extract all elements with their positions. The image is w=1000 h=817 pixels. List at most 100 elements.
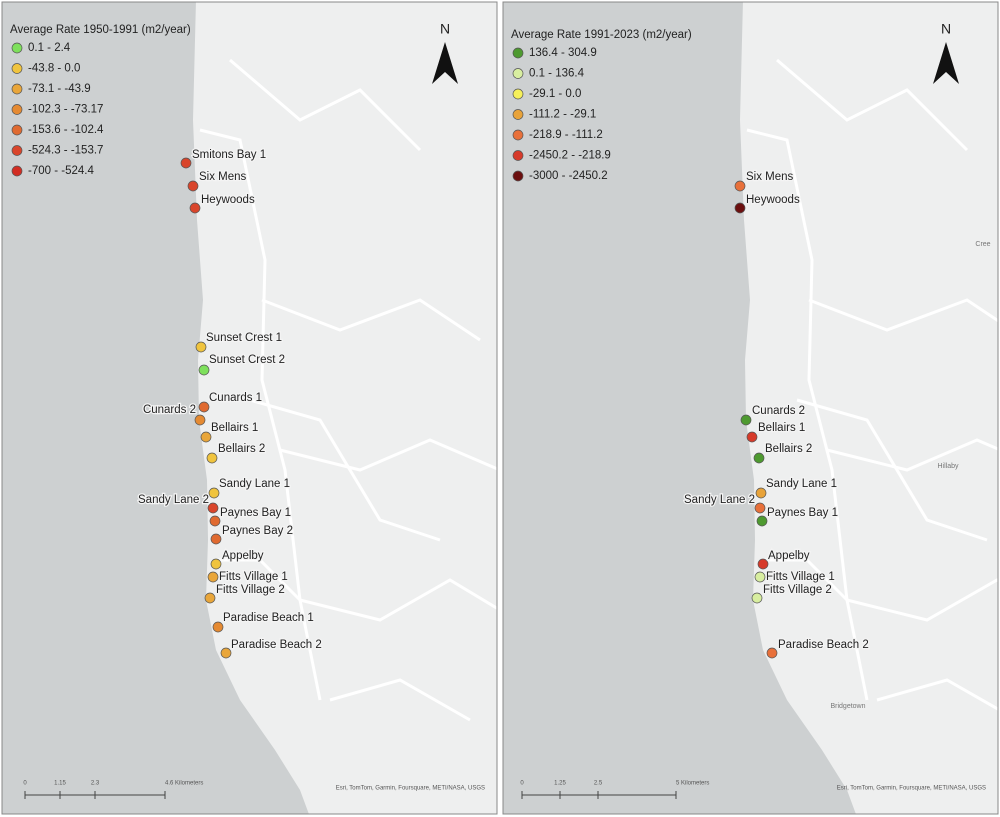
site-label: Sunset Crest 2 xyxy=(209,354,285,366)
legend-label: 0.1 - 136.4 xyxy=(529,68,585,80)
legend-swatch xyxy=(11,83,23,95)
site-marker xyxy=(757,558,769,570)
panel-border xyxy=(502,1,999,815)
map-panel: Average Rate 1950-1991 (m2/year) 0.1 - 2.… xyxy=(1,1,498,815)
site-marker xyxy=(755,487,767,499)
attribution: Esri, TomTom, Garmin, Foursquare, METI/N… xyxy=(336,786,485,792)
site-label: Paradise Beach 2 xyxy=(778,639,869,651)
legend-swatch xyxy=(512,109,524,120)
site-marker xyxy=(754,571,766,583)
land xyxy=(193,2,497,814)
site-label: Fitts Village 1 xyxy=(219,571,288,583)
map-panel: Average Rate 1991-2023 (m2/year) 136.4 - … xyxy=(502,1,999,815)
scalebar-label: 1.25 xyxy=(554,781,566,787)
site-marker xyxy=(734,180,746,192)
road xyxy=(876,678,998,711)
road xyxy=(329,678,471,722)
site-label: Cunards 2 xyxy=(752,405,805,417)
scalebar-label: 5 Kilometers xyxy=(676,781,709,787)
road xyxy=(215,558,302,602)
scalebar-label: 1.15 xyxy=(54,781,66,787)
site-label: Smitons Bay 1 xyxy=(192,149,266,161)
legend-label: -73.1 - -43.9 xyxy=(28,83,91,95)
site-marker xyxy=(734,202,746,214)
site-label: Appelby xyxy=(768,550,810,562)
road xyxy=(299,578,497,622)
legend-label: -29.1 - 0.0 xyxy=(529,88,581,100)
place-label: Hillaby xyxy=(937,463,959,470)
site-label: Heywoods xyxy=(201,194,255,206)
site-marker xyxy=(746,431,758,443)
site-label: Bellairs 2 xyxy=(765,443,812,455)
site-label: Paradise Beach 2 xyxy=(231,639,322,651)
land xyxy=(740,2,998,814)
site-marker xyxy=(208,487,220,499)
site-label: Bellairs 1 xyxy=(758,422,805,434)
site-label: Fitts Village 1 xyxy=(766,571,835,583)
legend-swatch xyxy=(512,129,524,141)
site-marker xyxy=(204,592,216,604)
site-marker xyxy=(756,515,768,527)
site-label: Sandy Lane 2 xyxy=(138,494,209,506)
site-label: Paynes Bay 1 xyxy=(767,507,838,519)
legend-swatch xyxy=(512,150,524,161)
legend-swatch xyxy=(11,104,23,115)
north-arrow xyxy=(933,42,959,84)
place-label: Bridgetown xyxy=(830,703,865,710)
legend-label: -111.2 - -29.1 xyxy=(529,109,596,121)
site-label: Paynes Bay 1 xyxy=(220,507,291,519)
site-marker xyxy=(207,571,219,583)
scalebar-label: 0 xyxy=(520,781,524,787)
scalebar-label: 4.6 Kilometers xyxy=(165,781,203,787)
site-marker xyxy=(198,401,210,413)
legend-label: -700 - -524.4 xyxy=(28,165,94,177)
legend-title: Average Rate 1950-1991 (m2/year) xyxy=(10,24,191,36)
site-label: Cunards 2 xyxy=(143,404,196,416)
attribution: Esri, TomTom, Garmin, Foursquare, METI/N… xyxy=(837,786,986,792)
site-label: Six Mens xyxy=(199,171,247,183)
legend-swatch xyxy=(11,145,23,156)
north-arrow xyxy=(432,42,458,84)
site-marker xyxy=(200,431,212,443)
site-label: Bellairs 1 xyxy=(211,422,258,434)
site-marker xyxy=(209,515,221,527)
site-label: Paynes Bay 2 xyxy=(222,525,293,537)
site-marker xyxy=(220,647,232,659)
panel-content xyxy=(2,2,497,814)
legend-swatch xyxy=(512,88,524,100)
road xyxy=(776,58,969,152)
road xyxy=(229,58,422,152)
road xyxy=(846,578,998,622)
site-marker xyxy=(194,414,206,426)
legend-label: -218.9 - -111.2 xyxy=(529,129,603,141)
site-marker xyxy=(754,502,766,514)
site-marker xyxy=(189,202,201,214)
site-label: Six Mens xyxy=(746,171,794,183)
north-label: N xyxy=(941,21,951,37)
site-label: Heywoods xyxy=(746,194,800,206)
site-marker xyxy=(195,341,207,353)
legend-swatch xyxy=(512,47,524,59)
panel-border xyxy=(1,1,498,815)
legend-swatch xyxy=(11,63,23,74)
legend-swatch xyxy=(11,165,23,177)
legend-label: 0.1 - 2.4 xyxy=(28,42,71,54)
north-label: N xyxy=(440,21,450,37)
road xyxy=(279,438,497,472)
site-marker xyxy=(206,452,218,464)
panel-content xyxy=(503,2,998,814)
scalebar-label: 0 xyxy=(23,781,27,787)
site-label: Fitts Village 2 xyxy=(216,584,285,596)
place-label: Cree xyxy=(975,241,990,248)
site-label: Sunset Crest 1 xyxy=(206,332,282,344)
legend-label: 136.4 - 304.9 xyxy=(529,47,597,59)
site-marker xyxy=(207,502,219,514)
site-marker xyxy=(198,364,210,376)
scalebar-label: 2.5 xyxy=(594,781,603,787)
site-marker xyxy=(766,647,778,659)
site-marker xyxy=(210,533,222,545)
scalebar-label: 2.3 xyxy=(91,781,100,787)
road xyxy=(796,398,988,542)
legend-label: -43.8 - 0.0 xyxy=(28,63,80,75)
